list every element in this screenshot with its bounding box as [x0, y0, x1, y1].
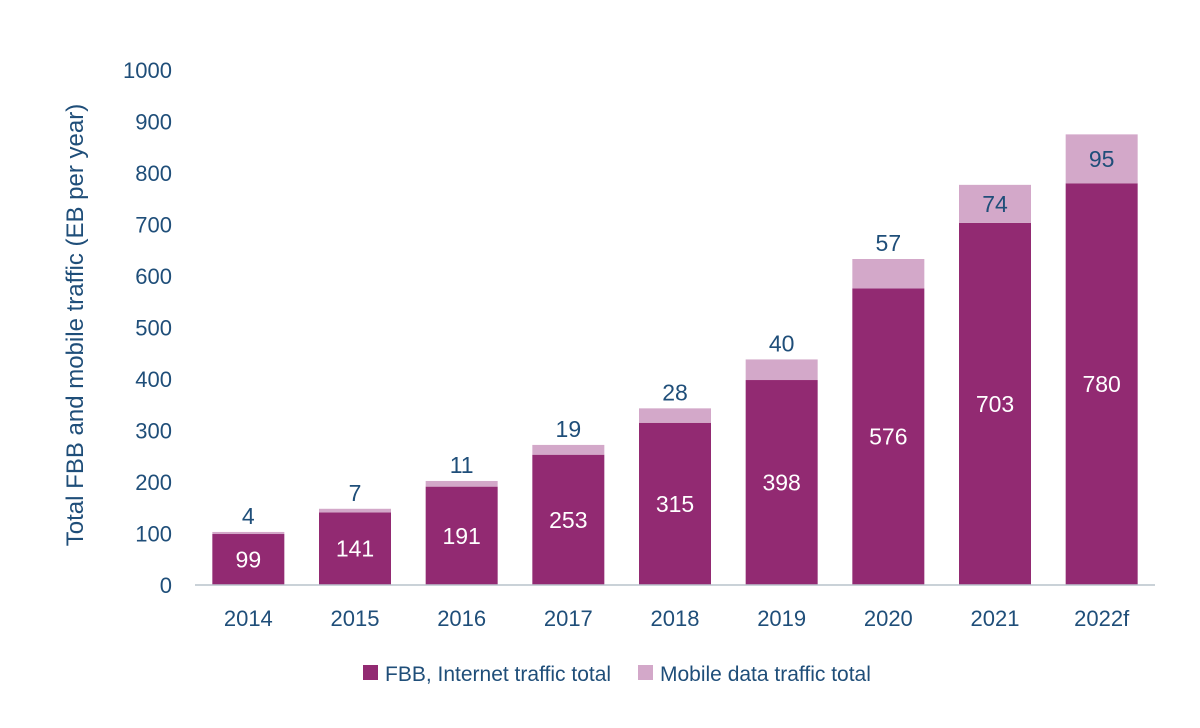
bar-mobile-2019 — [745, 359, 818, 381]
y-tick-label: 200 — [135, 470, 172, 495]
y-tick-label: 0 — [160, 573, 172, 598]
data-label-fbb: 576 — [869, 424, 907, 450]
data-label-mobile: 4 — [242, 503, 255, 529]
bar-fbb-2015 — [319, 512, 391, 585]
data-label-fbb: 99 — [236, 547, 262, 573]
y-tick-label: 500 — [135, 316, 172, 341]
data-label-mobile: 19 — [556, 416, 582, 442]
bar-fbb-2016 — [425, 486, 498, 585]
y-tick-label: 300 — [135, 419, 172, 444]
y-tick-label: 800 — [135, 161, 172, 186]
data-label-fbb: 315 — [656, 491, 694, 517]
y-tick-label: 600 — [135, 264, 172, 289]
bar-fbb-2019 — [745, 380, 818, 585]
bar-mobile-2015 — [319, 508, 391, 513]
x-tick-label: 2022f — [1074, 606, 1130, 631]
y-axis-ticks: 0 100 200 300 400 500 600 700 800 900 1000 — [123, 58, 172, 598]
data-label-mobile: 28 — [662, 379, 688, 405]
bar-fbb-2014 — [212, 534, 285, 585]
data-label-fbb: 398 — [762, 470, 800, 496]
y-tick-label: 900 — [135, 110, 172, 135]
bar-mobile-2017 — [532, 444, 605, 455]
bar-fbb-2020 — [852, 288, 925, 585]
x-tick-label: 2015 — [331, 606, 380, 631]
data-label-fbb: 141 — [336, 536, 374, 562]
data-label-mobile: 57 — [876, 230, 902, 256]
legend-swatch-fbb — [363, 665, 378, 680]
x-tick-label: 2020 — [864, 606, 913, 631]
data-label-mobile: 74 — [982, 191, 1008, 217]
data-label-mobile: 11 — [450, 452, 474, 478]
bar-mobile-2014 — [212, 531, 285, 535]
x-tick-label: 2016 — [437, 606, 486, 631]
data-label-fbb: 780 — [1082, 371, 1120, 397]
data-label-fbb: 191 — [442, 523, 480, 549]
x-tick-label: 2019 — [757, 606, 806, 631]
y-axis-label: Total FBB and mobile traffic (EB per yea… — [62, 104, 89, 546]
bar-mobile-2022f — [1065, 134, 1138, 184]
bar-mobile-2018 — [639, 408, 711, 423]
data-label-fbb: 253 — [549, 507, 587, 533]
x-tick-label: 2017 — [544, 606, 593, 631]
bars: 99 4 141 7 191 11 253 19 315 28 398 40 576 57 703 74 780… — [212, 134, 1138, 586]
x-tick-label: 2021 — [971, 606, 1020, 631]
legend-swatch-mobile — [638, 665, 653, 680]
x-tick-label: 2018 — [651, 606, 700, 631]
bar-mobile-2020 — [852, 259, 925, 289]
bar-fbb-2021 — [959, 222, 1031, 585]
legend-label-fbb: FBB, Internet traffic total — [385, 663, 611, 686]
y-tick-label: 700 — [135, 213, 172, 238]
bar-mobile-2016 — [425, 480, 498, 487]
legend-label-mobile: Mobile data traffic total — [660, 663, 871, 686]
x-axis-ticks: 2014 2015 2016 2017 2018 2019 2020 2021 2022f — [224, 606, 1130, 631]
data-label-fbb: 703 — [976, 391, 1014, 417]
bar-fbb-2017 — [532, 454, 605, 585]
data-label-mobile: 40 — [769, 330, 795, 356]
y-tick-label: 1000 — [123, 58, 172, 83]
data-label-mobile: 7 — [349, 480, 362, 506]
bar-mobile-2021 — [959, 184, 1031, 223]
y-tick-label: 400 — [135, 367, 172, 392]
legend: FBB, Internet traffic total Mobile data … — [363, 663, 871, 686]
bar-fbb-2022f — [1065, 183, 1138, 586]
bar-fbb-2018 — [639, 422, 711, 585]
data-label-mobile: 95 — [1089, 146, 1115, 172]
y-tick-label: 100 — [135, 522, 172, 547]
x-tick-label: 2014 — [224, 606, 273, 631]
